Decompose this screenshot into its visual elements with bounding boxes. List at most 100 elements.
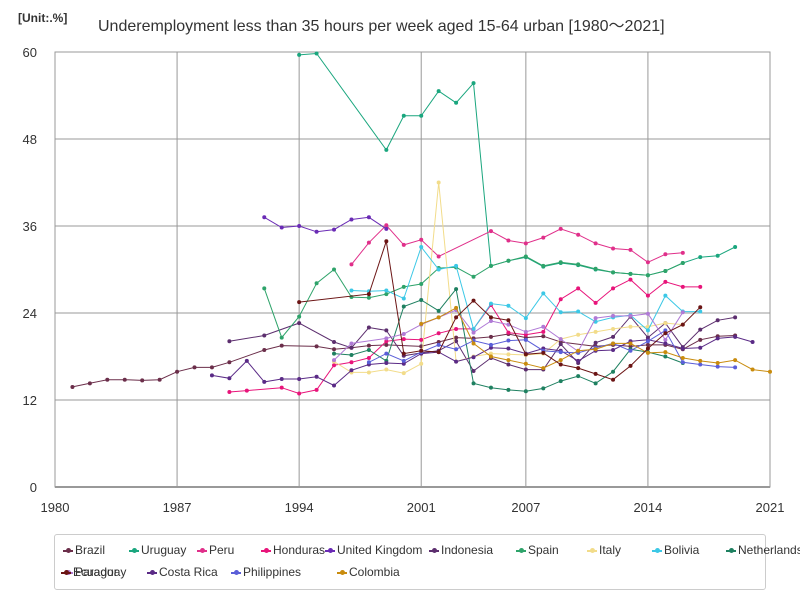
data-point — [384, 288, 389, 293]
legend-label: Bolivia — [664, 543, 700, 557]
data-point — [279, 225, 284, 230]
data-point — [523, 361, 528, 366]
legend-label: Peru — [209, 543, 235, 557]
data-point — [314, 229, 319, 234]
data-point — [262, 286, 267, 291]
data-point — [558, 379, 563, 384]
data-point — [680, 260, 685, 265]
data-point — [262, 215, 267, 220]
data-point — [663, 252, 668, 257]
data-point — [279, 376, 284, 381]
data-point — [140, 378, 145, 383]
data-point — [698, 284, 703, 289]
legend-item-united-kingdom[interactable]: United Kingdom — [325, 543, 422, 557]
data-point — [558, 362, 563, 367]
data-point — [454, 359, 459, 364]
data-point — [366, 347, 371, 352]
data-point — [663, 337, 668, 342]
data-point — [314, 51, 319, 56]
data-point — [419, 297, 424, 302]
data-point — [401, 304, 406, 309]
data-point — [506, 338, 511, 343]
data-point — [244, 358, 249, 363]
series-line — [368, 329, 736, 368]
data-point — [384, 223, 389, 228]
data-point — [593, 316, 598, 321]
data-point — [558, 260, 563, 265]
legend-item-brazil[interactable]: Brazil — [63, 543, 105, 557]
data-point — [733, 315, 738, 320]
legend-item-uruguay[interactable]: Uruguay — [129, 543, 186, 557]
y-tick-label: 48 — [23, 132, 37, 147]
data-point — [454, 335, 459, 340]
data-point — [401, 332, 406, 337]
data-point — [523, 332, 528, 337]
data-point — [332, 347, 337, 352]
data-point — [297, 52, 302, 57]
data-point — [401, 296, 406, 301]
data-point — [645, 342, 650, 347]
data-point — [262, 333, 267, 338]
legend-item-honduras[interactable]: Honduras — [261, 543, 325, 557]
data-point — [279, 343, 284, 348]
series-spain — [262, 254, 685, 340]
data-point — [680, 322, 685, 327]
data-point — [488, 351, 493, 356]
data-point — [698, 309, 703, 314]
data-point — [576, 332, 581, 337]
legend-item-colombia[interactable]: Colombia — [337, 565, 400, 579]
data-point — [506, 362, 511, 367]
data-point — [663, 354, 668, 359]
series-line — [333, 309, 684, 361]
data-point — [297, 321, 302, 326]
data-point — [209, 365, 214, 370]
legend-item-peru[interactable]: Peru — [197, 543, 234, 557]
legend-item-italy[interactable]: Italy — [587, 543, 621, 557]
data-point — [419, 245, 424, 250]
data-point — [349, 217, 354, 222]
data-point — [698, 327, 703, 332]
x-tick-label: 2007 — [511, 500, 540, 515]
legend-label: Italy — [599, 543, 622, 557]
data-point — [523, 254, 528, 259]
data-point — [523, 389, 528, 394]
data-point — [628, 341, 633, 346]
legend-item-spain[interactable]: Spain — [516, 543, 559, 557]
legend-item-costa-rica[interactable]: Costa Rica — [147, 565, 218, 579]
legend-item-indonesia[interactable]: Indonesia — [429, 543, 493, 557]
legend-label: Spain — [528, 543, 559, 557]
data-point — [506, 352, 511, 357]
data-point — [541, 366, 546, 371]
legend-label: Uruguay — [141, 543, 187, 557]
data-point — [366, 355, 371, 360]
legend-item-ecuador[interactable]: Ecuador — [61, 565, 118, 579]
data-point — [401, 113, 406, 118]
legend-marker — [234, 570, 239, 576]
data-point — [576, 232, 581, 237]
data-point — [611, 326, 616, 331]
series-peru — [349, 223, 685, 267]
data-point — [541, 235, 546, 240]
legend-item-bolivia[interactable]: Bolivia — [652, 543, 699, 557]
legend-item-philippines[interactable]: Philippines — [231, 565, 301, 579]
data-point — [645, 346, 650, 351]
data-point — [611, 341, 616, 346]
data-point — [366, 215, 371, 220]
data-point — [471, 298, 476, 303]
data-point — [488, 385, 493, 390]
data-point — [611, 334, 616, 339]
data-point — [384, 147, 389, 152]
legend-item-netherlands[interactable]: Netherlands — [726, 543, 800, 557]
data-point — [593, 329, 598, 334]
data-point — [436, 89, 441, 94]
data-point — [523, 329, 528, 334]
data-point — [244, 388, 249, 393]
data-point — [541, 263, 546, 268]
legend-marker — [590, 548, 595, 554]
data-point — [541, 291, 546, 296]
data-point — [471, 274, 476, 279]
data-point — [506, 358, 511, 363]
data-point — [419, 348, 424, 353]
data-point — [401, 337, 406, 342]
data-point — [645, 339, 650, 344]
